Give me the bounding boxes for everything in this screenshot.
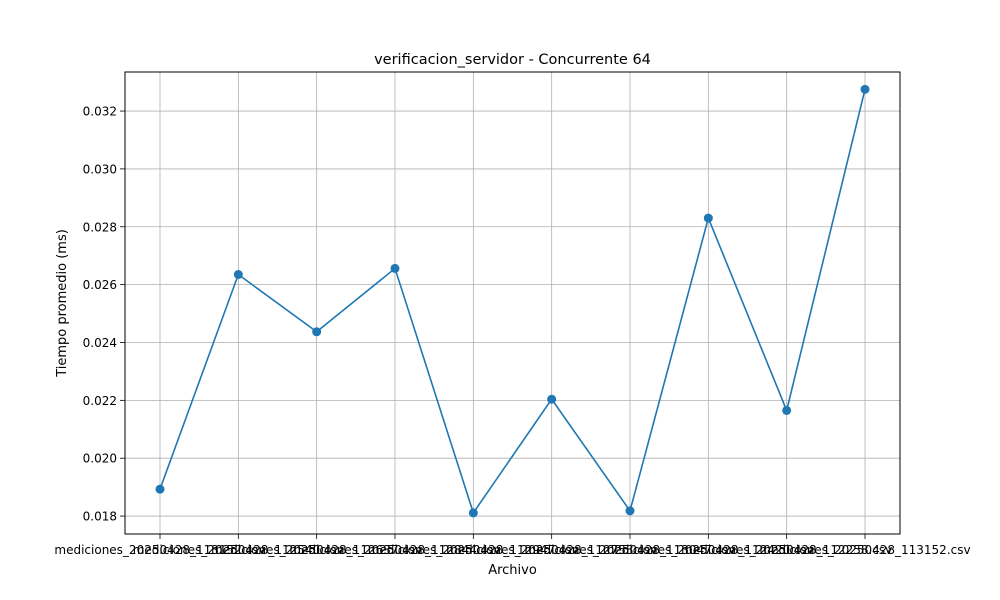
data-point bbox=[625, 506, 635, 516]
x-tick-label: mediciones_20250428_112540.csv bbox=[133, 543, 344, 557]
data-point bbox=[703, 213, 713, 223]
data-point bbox=[233, 270, 243, 280]
data-point bbox=[782, 405, 792, 415]
chart-title: verificacion_servidor - Concurrente 64 bbox=[374, 52, 651, 68]
series-line bbox=[159, 89, 866, 515]
axis-ticks: mediciones_20250428_113152.csvmediciones… bbox=[54, 105, 970, 557]
y-tick-label: 0.024 bbox=[83, 336, 117, 350]
data-point bbox=[547, 394, 557, 404]
x-tick-label: mediciones_20250428_113152.csv bbox=[759, 543, 970, 557]
data-point bbox=[312, 327, 322, 337]
y-tick-label: 0.030 bbox=[83, 162, 117, 176]
x-axis-label: Archivo bbox=[488, 563, 537, 578]
y-tick-label: 0.032 bbox=[83, 105, 117, 119]
x-tick-label: mediciones_20250428_112844.csv bbox=[289, 543, 500, 557]
data-point bbox=[390, 263, 400, 273]
x-tick-label: mediciones_20250428_113047.csv bbox=[524, 543, 735, 557]
x-tick-label: mediciones_20250428_112258.csv bbox=[681, 543, 892, 557]
y-axis-label: Tiempo promedio (ms) bbox=[55, 229, 70, 378]
y-tick-label: 0.018 bbox=[83, 510, 117, 524]
x-tick-label: mediciones_20250428_112637.csv bbox=[211, 543, 422, 557]
x-tick-label: mediciones_20250428_112753.csv bbox=[446, 543, 657, 557]
x-tick-label: mediciones_20250428_112420.csv bbox=[603, 543, 814, 557]
y-tick-label: 0.020 bbox=[83, 452, 117, 466]
data-point bbox=[468, 508, 478, 518]
y-tick-label: 0.022 bbox=[83, 394, 117, 408]
grid-lines bbox=[125, 72, 900, 534]
plot-frame bbox=[124, 71, 901, 535]
series-group bbox=[155, 84, 870, 518]
data-point bbox=[155, 484, 165, 494]
data-point bbox=[860, 84, 870, 94]
y-tick-label: 0.026 bbox=[83, 278, 117, 292]
x-tick-label: mediciones_20250428_112947.csv bbox=[368, 543, 579, 557]
y-tick-label: 0.028 bbox=[83, 220, 117, 234]
x-tick-label: mediciones_20250428_113152.csv bbox=[54, 543, 265, 557]
